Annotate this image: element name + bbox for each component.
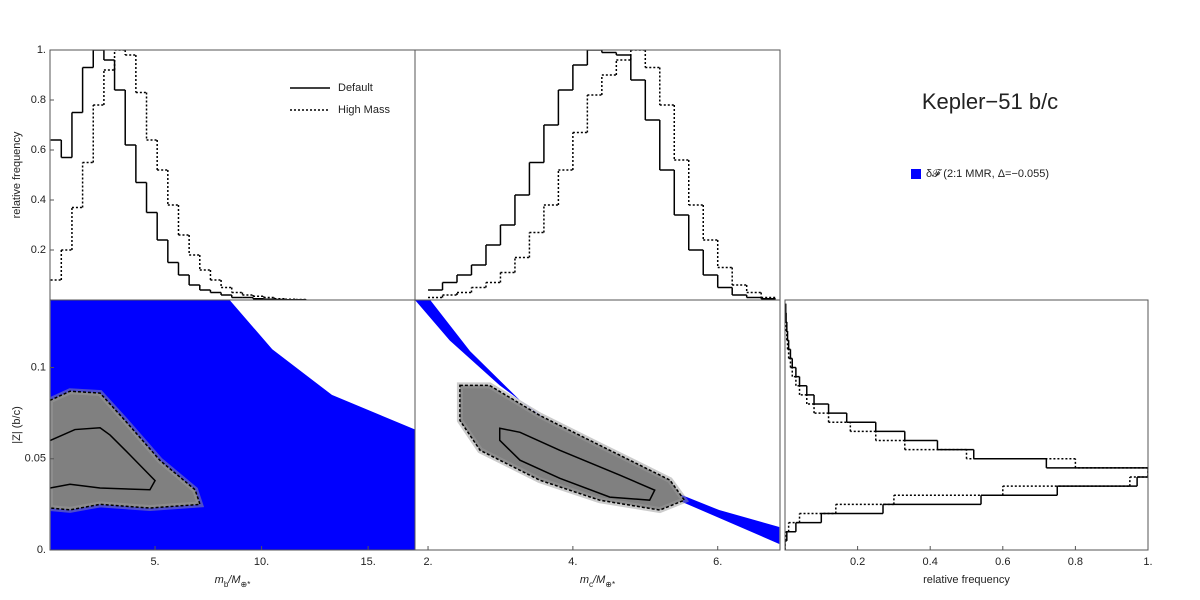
panel <box>785 303 1148 550</box>
legend-label: Default <box>338 82 373 94</box>
x-axis-label-part: ⊕* <box>605 580 615 589</box>
y-tick-label: 0.6 <box>31 144 46 156</box>
figure-title: Kepler−51 b/c <box>922 89 1058 114</box>
contour <box>50 390 202 511</box>
x-tick-label: 15. <box>360 556 375 568</box>
x-axis-label: relative frequency <box>923 574 1010 586</box>
x-tick-label: 10. <box>254 556 269 568</box>
y-axis-label: relative frequency <box>11 131 23 218</box>
contour <box>459 384 686 511</box>
panel <box>50 300 415 550</box>
y-tick-label: 0.1 <box>31 361 46 373</box>
x-axis-label-part: /M <box>227 574 241 586</box>
panel <box>50 50 307 300</box>
y-tick-label: 0.4 <box>31 194 46 206</box>
x-axis-label: mc/M⊕* <box>580 574 615 589</box>
x-axis-label-part: ⊕* <box>241 580 251 589</box>
y-tick-label: 0.05 <box>25 453 46 465</box>
panel-frame <box>414 49 781 301</box>
legend-label: δ𝓕 (2:1 MMR, Δ=−0.055) <box>926 168 1049 180</box>
x-tick-label: 4. <box>568 556 577 568</box>
x-axis-label-part: c <box>589 580 593 589</box>
y-tick-label: 0.2 <box>31 244 46 256</box>
y-axis-label: |Z| (b/c) <box>11 406 23 444</box>
x-tick-label: 1. <box>1143 556 1152 568</box>
y-tick-label: 0. <box>37 544 46 556</box>
legend-swatch <box>911 169 921 179</box>
x-tick-label: 5. <box>150 556 159 568</box>
panel-frame <box>784 299 1149 551</box>
panel-frame <box>414 299 781 551</box>
dF-band <box>415 300 780 544</box>
contour <box>498 427 656 501</box>
x-tick-label: 0.8 <box>1068 556 1083 568</box>
x-axis-label: mb/M⊕* <box>215 574 251 589</box>
x-axis-label-part: m <box>215 574 224 586</box>
x-tick-label: 6. <box>713 556 722 568</box>
y-tick-label: 0.8 <box>31 94 46 106</box>
panel <box>428 50 776 300</box>
x-tick-label: 0.2 <box>850 556 865 568</box>
y-tick-label: 1. <box>37 44 46 56</box>
legend-label: High Mass <box>338 104 390 116</box>
sample-cloud <box>456 382 690 514</box>
x-tick-label: 0.6 <box>995 556 1010 568</box>
x-tick-label: 0.4 <box>923 556 938 568</box>
x-axis-label-part: m <box>580 574 589 586</box>
x-tick-label: 2. <box>423 556 432 568</box>
x-axis-label-part: /M <box>592 574 606 586</box>
x-axis-label-part: b <box>224 580 229 589</box>
contour <box>50 426 156 491</box>
panel <box>415 300 780 544</box>
